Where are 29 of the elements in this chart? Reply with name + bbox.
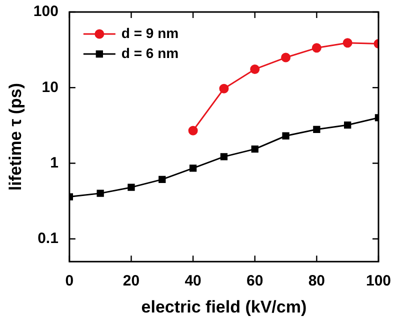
point [96,190,104,197]
x-axis-title: electric field (kV/cm) [141,297,307,316]
point [344,121,352,129]
point [220,153,228,160]
y-tick-label: 0.1 [38,230,58,247]
x-tick-label: 40 [184,272,202,290]
point [281,52,291,62]
x-tick-label: 80 [308,272,326,290]
x-tick-label: 100 [366,272,391,290]
point [251,145,258,153]
legend-label: d = 6 nm [121,44,179,61]
point [313,126,320,133]
legend-label: d = 9 nm [121,24,179,41]
point [128,184,135,191]
y-axis-title: lifetime τ (ps) [6,82,25,191]
point [282,132,290,140]
point [188,126,198,136]
x-tick-label: 60 [246,272,264,290]
point [219,84,229,94]
point [158,176,166,184]
x-tick-label: 0 [65,272,74,290]
point [312,43,322,53]
point [250,64,260,74]
y-tick-label: 10 [42,78,58,96]
y-tick-label: 1 [50,154,58,172]
point [342,38,352,48]
x-tick-label: 20 [122,272,140,290]
point [189,164,197,172]
y-tick-label: 100 [33,3,58,20]
